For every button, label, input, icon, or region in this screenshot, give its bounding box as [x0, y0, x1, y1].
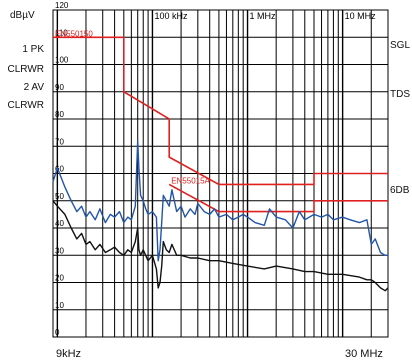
start-frequency-label: 9kHz — [56, 348, 82, 360]
y-tick-label: 10 — [55, 301, 64, 310]
y-tick-label: 50 — [55, 192, 64, 201]
trace2-mode: CLRWR — [7, 100, 44, 111]
x-tick-label: 1 MHz — [250, 11, 277, 21]
x-tick-labels: 100 kHz 1 MHz 10 MHz — [154, 11, 376, 21]
limit-line-label: EN550150 — [55, 29, 93, 38]
sgl-label: SGL — [390, 40, 411, 51]
y-tick-label: 20 — [55, 274, 64, 283]
y-tick-label: 0 — [55, 328, 60, 337]
trace1-name: 1 PK — [22, 44, 44, 55]
y-tick-labels: 0 10 20 30 40 50 60 70 80 90 100 110 120 — [55, 1, 69, 337]
trace2-name: 2 AV — [23, 82, 44, 93]
y-tick-label: 120 — [55, 1, 69, 10]
y-tick-label: 90 — [55, 83, 64, 92]
trace1-mode: CLRWR — [7, 64, 44, 75]
x-tick-label: 100 kHz — [154, 11, 188, 21]
measurement-traces — [52, 140, 389, 292]
y-tick-label: 30 — [55, 246, 64, 255]
stop-frequency-label: 30 MHz — [345, 348, 383, 360]
y-tick-label: 70 — [55, 137, 64, 146]
limit-line-1 — [53, 36, 388, 186]
limit-line-label: EN55015A — [171, 176, 210, 185]
y-tick-label: 80 — [55, 110, 64, 119]
y-tick-label: 60 — [55, 165, 64, 174]
peak-trace — [52, 140, 388, 262]
y-tick-label: 100 — [55, 56, 69, 65]
average-trace — [52, 200, 389, 292]
y-tick-label: 40 — [55, 219, 64, 228]
6db-label: 6DB — [390, 185, 410, 196]
limit-lines: EN550150 EN55015A — [53, 29, 388, 213]
tds-label: TDS — [390, 89, 410, 100]
x-tick-label: 10 MHz — [345, 11, 377, 21]
limit-line-2 — [168, 183, 388, 213]
y-tick-label: 110 — [55, 28, 68, 37]
unit-label: dBµV — [10, 10, 35, 21]
